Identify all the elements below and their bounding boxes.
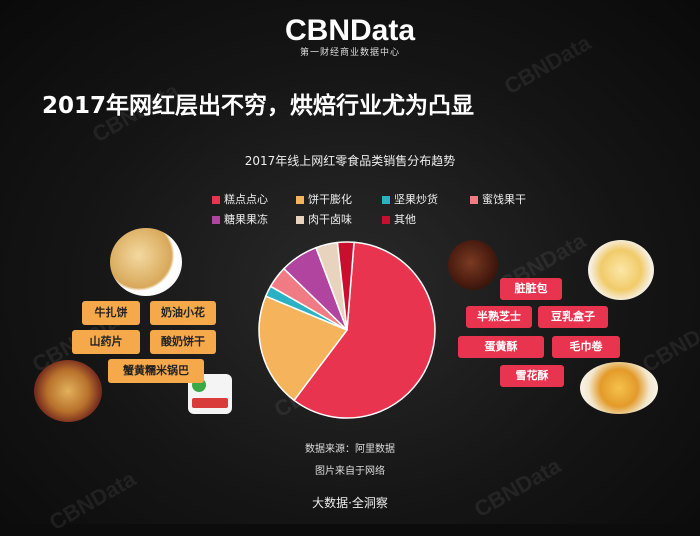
legend-label: 饼干膨化 [308, 193, 352, 206]
legend-swatch [212, 196, 220, 204]
egg-yolk-pastry-photo [580, 362, 658, 414]
product-tag: 豆乳盒子 [538, 306, 608, 328]
product-tag: 牛扎饼 [82, 301, 140, 325]
product-tag: 雪花酥 [500, 365, 564, 387]
legend-swatch [212, 216, 220, 224]
legend-item: 肉干卤味 [296, 211, 352, 227]
product-tag: 脏脏包 [500, 278, 562, 300]
product-tag: 蛋黄酥 [458, 336, 544, 358]
pie-slice [258, 295, 349, 402]
product-tag: 奶油小花 [150, 301, 216, 325]
legend-item: 糕点点心 [212, 191, 268, 207]
legend-label: 蜜饯果干 [482, 193, 526, 206]
legend-label: 坚果炒货 [394, 193, 438, 206]
cookie-box-photo [34, 360, 102, 422]
cheese-box-photo [588, 240, 654, 300]
legend-swatch [470, 196, 478, 204]
legend-swatch [296, 216, 304, 224]
page-headline: 2017年网红层出不穷，烘焙行业尤为凸显 [42, 93, 475, 119]
legend-item: 坚果炒货 [382, 191, 438, 207]
brand-logo: CBNData [284, 14, 416, 47]
legend-label: 其他 [394, 213, 416, 226]
legend-swatch [382, 196, 390, 204]
pack-stripe [192, 398, 228, 408]
product-tag: 毛巾卷 [552, 336, 620, 358]
legend-label: 肉干卤味 [308, 213, 352, 226]
legend-swatch [382, 216, 390, 224]
brand-tagline: 第一财经商业数据中心 [299, 48, 400, 58]
legend-swatch [296, 196, 304, 204]
pie-chart [258, 241, 436, 419]
legend-item: 饼干膨化 [296, 191, 352, 207]
legend-label: 糕点点心 [224, 193, 268, 206]
pie-slice [336, 241, 355, 331]
chart-title: 2017年线上网红零食品类销售分布趋势 [244, 154, 456, 168]
biscuit-photo [110, 228, 182, 296]
legend-label: 糖果果冻 [224, 213, 268, 226]
product-tag: 蟹黄糯米锅巴 [108, 359, 204, 383]
legend-item: 糖果果冻 [212, 211, 268, 227]
product-tag: 山药片 [72, 330, 140, 354]
dirty-bun-photo [448, 240, 498, 290]
product-tag: 酸奶饼干 [150, 330, 216, 354]
product-tag: 半熟芝士 [466, 306, 532, 328]
pie-slices [258, 241, 436, 419]
legend-item: 蜜饯果干 [470, 191, 526, 207]
data-source: 数据来源：阿里数据 [305, 444, 395, 455]
legend-item: 其他 [382, 211, 416, 227]
footer-slogan: 大数据·全洞察 [312, 496, 388, 510]
image-credit: 图片来自于网络 [315, 466, 385, 477]
pie-slice [293, 241, 436, 419]
